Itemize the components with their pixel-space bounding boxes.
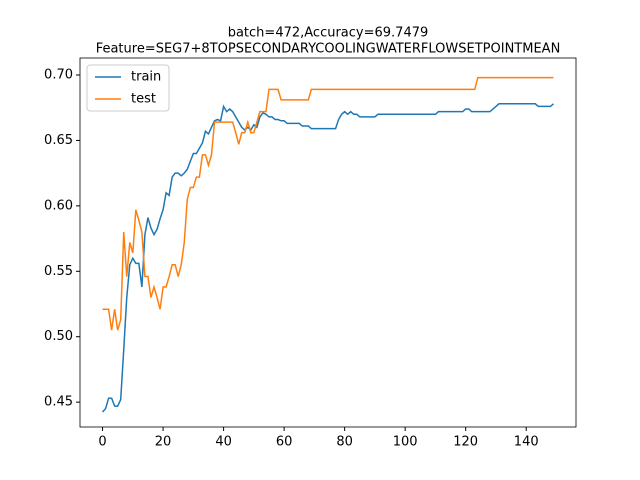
y-tick-label: 0.50 bbox=[44, 329, 73, 344]
axes-frame bbox=[79, 57, 577, 428]
y-tick-label: 0.60 bbox=[44, 198, 73, 213]
x-tick-label: 40 bbox=[215, 435, 232, 450]
x-tick-label: 80 bbox=[336, 435, 353, 450]
x-tick-label: 60 bbox=[276, 435, 293, 450]
chart-subtitle: Feature=SEG7+8TOPSECONDARYCOOLINGWATERFL… bbox=[96, 42, 561, 57]
x-tick-label: 0 bbox=[98, 435, 106, 450]
line-series bbox=[102, 76, 554, 331]
y-tick-label: 0.45 bbox=[44, 395, 73, 410]
line-series bbox=[101, 103, 554, 413]
chart-title: batch=472,Accuracy=69.7479 bbox=[228, 26, 429, 41]
y-tick-label: 0.65 bbox=[44, 133, 73, 148]
x-tick-label: 100 bbox=[393, 435, 418, 450]
x-tick-label: 140 bbox=[514, 435, 539, 450]
legend-label: train bbox=[131, 70, 161, 85]
y-tick-label: 0.70 bbox=[44, 68, 73, 83]
y-tick-label: 0.55 bbox=[44, 264, 73, 279]
x-tick-label: 120 bbox=[453, 435, 478, 450]
legend-label: test bbox=[131, 92, 156, 107]
x-tick-label: 20 bbox=[155, 435, 172, 450]
